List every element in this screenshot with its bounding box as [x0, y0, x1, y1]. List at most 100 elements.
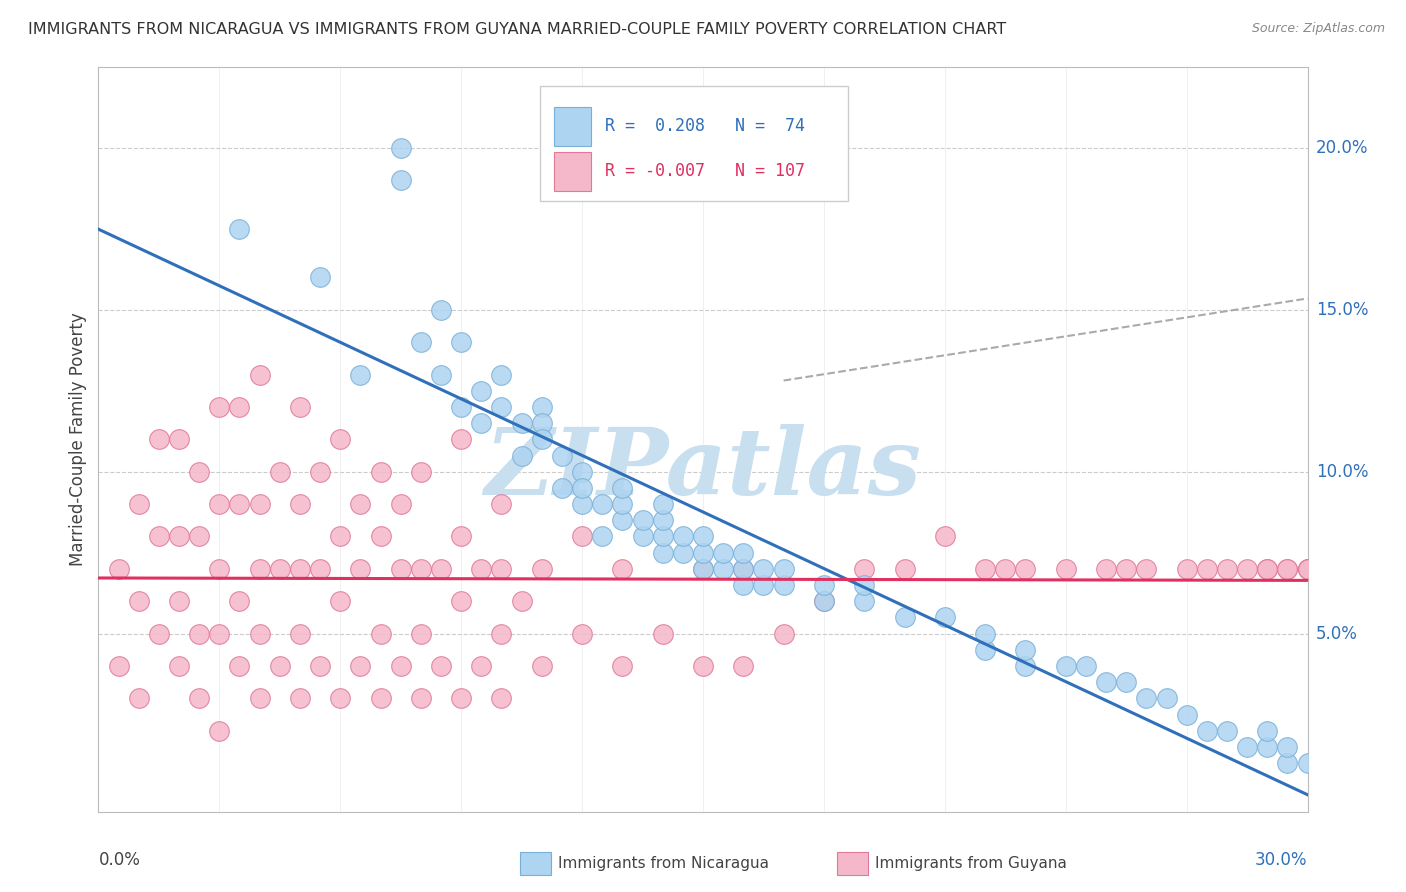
- Point: [228, 222, 250, 236]
- Point: [409, 691, 432, 706]
- Point: [167, 529, 190, 543]
- Point: [288, 497, 311, 511]
- Point: [1277, 562, 1299, 576]
- Point: [107, 659, 129, 673]
- Text: 0.0%: 0.0%: [98, 851, 141, 869]
- Point: [409, 562, 432, 576]
- FancyBboxPatch shape: [540, 86, 848, 201]
- Y-axis label: Married-Couple Family Poverty: Married-Couple Family Poverty: [69, 312, 87, 566]
- Point: [551, 481, 574, 495]
- Point: [1256, 562, 1278, 576]
- Point: [1277, 562, 1299, 576]
- Point: [208, 562, 231, 576]
- Point: [430, 302, 453, 317]
- Point: [188, 465, 211, 479]
- Point: [631, 513, 654, 527]
- Point: [329, 594, 352, 608]
- Point: [651, 626, 673, 640]
- Point: [491, 562, 513, 576]
- Point: [491, 626, 513, 640]
- Point: [510, 416, 533, 430]
- Point: [309, 562, 332, 576]
- Point: [813, 594, 835, 608]
- Point: [772, 562, 794, 576]
- Point: [430, 368, 453, 382]
- Point: [813, 594, 835, 608]
- Point: [612, 659, 634, 673]
- Point: [309, 659, 332, 673]
- Point: [1216, 562, 1239, 576]
- Point: [288, 400, 311, 414]
- Point: [167, 594, 190, 608]
- Point: [491, 400, 513, 414]
- Point: [148, 626, 170, 640]
- Point: [672, 529, 695, 543]
- Point: [974, 562, 997, 576]
- FancyBboxPatch shape: [554, 152, 591, 191]
- Text: 5.0%: 5.0%: [1316, 624, 1358, 642]
- Point: [370, 465, 392, 479]
- Point: [389, 562, 412, 576]
- Point: [228, 594, 250, 608]
- Point: [1156, 691, 1178, 706]
- Point: [228, 659, 250, 673]
- Point: [208, 400, 231, 414]
- Point: [1175, 562, 1198, 576]
- Point: [672, 546, 695, 560]
- Point: [612, 481, 634, 495]
- Point: [1296, 756, 1319, 771]
- Point: [389, 497, 412, 511]
- Point: [450, 594, 472, 608]
- Point: [551, 449, 574, 463]
- Point: [450, 400, 472, 414]
- Point: [1195, 562, 1218, 576]
- Text: 20.0%: 20.0%: [1316, 139, 1368, 157]
- Point: [128, 691, 150, 706]
- Point: [269, 465, 291, 479]
- Point: [288, 691, 311, 706]
- Point: [692, 659, 714, 673]
- Point: [813, 578, 835, 592]
- Point: [288, 562, 311, 576]
- Point: [470, 659, 492, 673]
- Point: [148, 529, 170, 543]
- Point: [1095, 562, 1118, 576]
- Point: [530, 659, 553, 673]
- Point: [733, 659, 755, 673]
- Point: [409, 626, 432, 640]
- Text: R =  0.208   N =  74: R = 0.208 N = 74: [605, 118, 806, 136]
- Point: [974, 626, 997, 640]
- Text: Source: ZipAtlas.com: Source: ZipAtlas.com: [1251, 22, 1385, 36]
- Point: [1095, 675, 1118, 690]
- Text: Immigrants from Guyana: Immigrants from Guyana: [875, 856, 1066, 871]
- Point: [1175, 707, 1198, 722]
- Point: [510, 594, 533, 608]
- FancyBboxPatch shape: [554, 107, 591, 146]
- Point: [893, 562, 915, 576]
- Point: [409, 465, 432, 479]
- Point: [571, 465, 593, 479]
- Point: [450, 433, 472, 447]
- Point: [974, 642, 997, 657]
- Point: [309, 465, 332, 479]
- Point: [692, 562, 714, 576]
- Point: [1135, 691, 1157, 706]
- Point: [329, 529, 352, 543]
- Point: [692, 562, 714, 576]
- Point: [1014, 659, 1036, 673]
- Point: [853, 594, 876, 608]
- Point: [571, 529, 593, 543]
- Text: 10.0%: 10.0%: [1316, 463, 1368, 481]
- Point: [711, 546, 734, 560]
- Text: R = -0.007   N = 107: R = -0.007 N = 107: [605, 162, 806, 180]
- Point: [188, 691, 211, 706]
- Point: [1236, 562, 1258, 576]
- Point: [1256, 723, 1278, 738]
- Point: [491, 368, 513, 382]
- Point: [1296, 562, 1319, 576]
- Point: [651, 546, 673, 560]
- Point: [853, 562, 876, 576]
- Point: [711, 562, 734, 576]
- Point: [1277, 756, 1299, 771]
- Point: [349, 562, 371, 576]
